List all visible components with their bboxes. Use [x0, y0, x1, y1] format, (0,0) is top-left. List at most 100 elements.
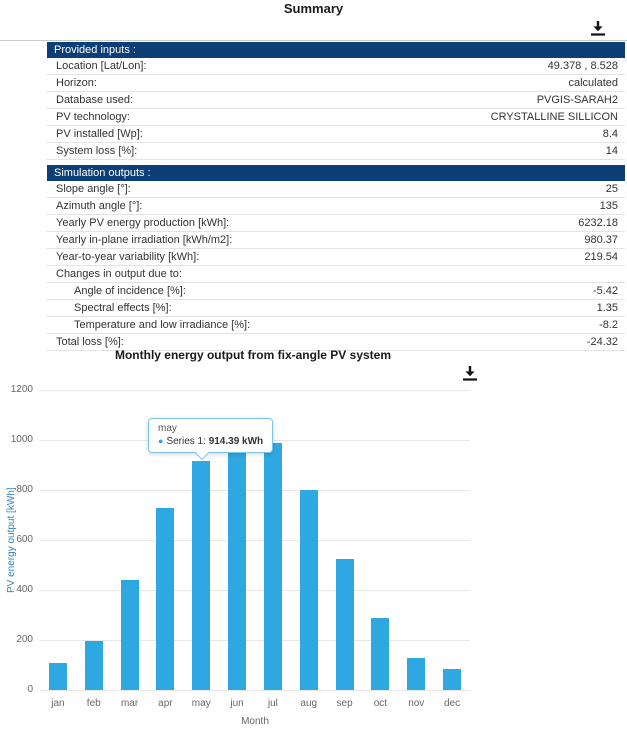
x-tick-label: mar [120, 698, 139, 709]
y-tick-label: 1200 [10, 384, 33, 395]
table-row: Spectral effects [%]: 1.35 [47, 300, 625, 317]
row-label: PV technology: [56, 111, 130, 123]
gridline [40, 640, 470, 641]
bar-may[interactable] [192, 461, 211, 690]
bar-aug[interactable] [299, 490, 318, 690]
bar-jun[interactable] [228, 450, 247, 690]
row-label: Temperature and low irradiance [%]: [74, 319, 251, 331]
x-tick-label: aug [300, 698, 318, 709]
x-tick-label: apr [158, 698, 173, 709]
row-value: 8.4 [602, 128, 618, 140]
row-value: 25 [605, 183, 618, 195]
row-label: Azimuth angle [°]: [56, 200, 143, 212]
table-row: Changes in output due to: [47, 266, 625, 283]
x-tick-label: nov [408, 698, 425, 709]
gridline [40, 390, 470, 391]
y-tick-label: 200 [16, 634, 33, 645]
tooltip-pointer [194, 445, 210, 461]
bar-sep[interactable] [335, 558, 354, 690]
row-label: PV installed [Wp]: [56, 128, 143, 140]
gridline [40, 590, 470, 591]
row-value: 1.35 [596, 302, 618, 314]
chart-tooltip: may ● Series 1: 914.39 kWh [148, 418, 274, 461]
simulation-outputs-table: Slope angle [°]: 25 Azimuth angle [°]: 135 Y… [47, 181, 625, 351]
tooltip-value: 914.39 kWh [208, 436, 264, 447]
row-value: 135 [599, 200, 618, 212]
table-row: Temperature and low irradiance [%]: -8.2 [47, 317, 625, 334]
chart-download-button[interactable] [462, 366, 478, 381]
row-value: 49.378 , 8.528 [547, 60, 618, 72]
table-row: Angle of incidence [%]: -5.42 [47, 283, 625, 300]
bar-oct[interactable] [371, 617, 390, 690]
table-row: PV installed [Wp]: 8.4 [47, 126, 625, 143]
y-tick-label: 800 [16, 484, 33, 495]
x-tick-label: feb [86, 698, 101, 709]
provided-inputs-header: Provided inputs : [47, 42, 625, 58]
gridline [40, 540, 470, 541]
bar-nov[interactable] [407, 657, 426, 690]
row-value: 980.37 [584, 234, 618, 246]
row-label: Yearly PV energy production [kWh]: [56, 217, 230, 229]
table-row: Yearly in-plane irradiation [kWh/m2]: 980… [47, 232, 625, 249]
table-row: Total loss [%]: -24.32 [47, 334, 625, 351]
bar-dec[interactable] [443, 668, 462, 690]
gridline [40, 690, 470, 691]
table-row: Azimuth angle [°]: 135 [47, 198, 625, 215]
table-row: Database used: PVGIS-SARAH2 [47, 92, 625, 109]
y-tick-label: 1000 [10, 434, 33, 445]
chart-title: Monthly energy output from fix-angle PV … [114, 348, 392, 362]
table-row: Horizon: calculated [47, 75, 625, 92]
tooltip-value-row: ● Series 1: 914.39 kWh [158, 436, 263, 447]
row-label: Total loss [%]: [56, 336, 124, 348]
table-row: Slope angle [°]: 25 [47, 181, 625, 198]
row-value: PVGIS-SARAH2 [536, 94, 618, 106]
row-value: -8.2 [599, 319, 618, 331]
page-title: Summary [283, 1, 344, 16]
row-label: Location [Lat/Lon]: [56, 60, 147, 72]
row-value: -24.32 [586, 336, 618, 348]
y-tick-label: 600 [16, 534, 33, 545]
tooltip-category: may [158, 423, 177, 434]
x-axis-title: Month [241, 716, 269, 727]
table-row: System loss [%]: 14 [47, 143, 625, 160]
bar-jan[interactable] [48, 662, 67, 690]
row-value: -5.42 [592, 285, 618, 297]
provided-inputs-table: Location [Lat/Lon]: 49.378 , 8.528 Horizon… [47, 58, 625, 160]
row-value: 6232.18 [578, 217, 618, 229]
row-value: 219.54 [584, 251, 618, 263]
row-label: Horizon: [56, 77, 97, 89]
series-marker-icon: ● [158, 436, 164, 446]
simulation-outputs-header: Simulation outputs : [47, 165, 625, 181]
x-tick-label: jan [51, 698, 65, 709]
gridline [40, 490, 470, 491]
x-tick-label: oct [373, 698, 388, 709]
row-value: CRYSTALLINE SILLICON [490, 111, 618, 123]
row-label: Changes in output due to: [56, 268, 182, 280]
tooltip-series-label: Series 1: [166, 436, 206, 447]
row-label: Year-to-year variability [kWh]: [56, 251, 200, 263]
row-label: Database used: [56, 94, 134, 106]
x-tick-label: jun [230, 698, 244, 709]
table-row: PV technology: CRYSTALLINE SILLICON [47, 109, 625, 126]
summary-tables: Provided inputs : Location [Lat/Lon]: 49.… [47, 42, 625, 351]
bar-mar[interactable] [120, 580, 139, 690]
bar-apr[interactable] [156, 507, 175, 690]
x-tick-label: sep [336, 698, 353, 709]
monthly-output-chart: Monthly energy output from fix-angle PV … [0, 348, 492, 728]
y-tick-label: 0 [27, 684, 33, 695]
table-row: Year-to-year variability [kWh]: 219.54 [47, 249, 625, 266]
table-row: Location [Lat/Lon]: 49.378 , 8.528 [47, 58, 625, 75]
row-label: Yearly in-plane irradiation [kWh/m2]: [56, 234, 233, 246]
bar-jul[interactable] [263, 442, 282, 690]
y-tick-label: 400 [16, 584, 33, 595]
download-icon [591, 21, 605, 36]
row-label: Spectral effects [%]: [74, 302, 172, 314]
bar-feb[interactable] [84, 641, 103, 690]
x-tick-label: jul [267, 698, 278, 709]
x-tick-label: dec [444, 698, 461, 709]
row-label: Angle of incidence [%]: [74, 285, 186, 297]
row-value: 14 [605, 145, 618, 157]
download-button[interactable] [590, 21, 606, 36]
x-tick-label: may [191, 698, 211, 709]
